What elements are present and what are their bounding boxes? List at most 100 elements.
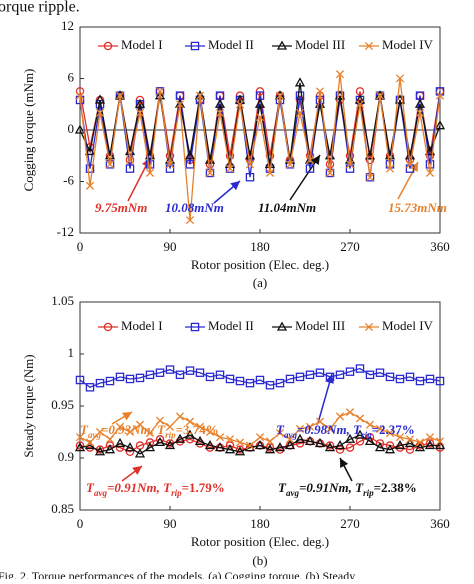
annotation-text: =2.38% bbox=[374, 480, 417, 495]
legend-marker bbox=[190, 322, 200, 332]
x-tick-label: 90 bbox=[164, 239, 177, 254]
point bbox=[85, 181, 95, 190]
point bbox=[245, 441, 255, 450]
legend-label: Model II bbox=[208, 318, 254, 333]
point bbox=[424, 439, 436, 450]
point bbox=[125, 374, 135, 384]
annotation-text: 10.08mNm bbox=[165, 200, 224, 215]
point bbox=[144, 442, 156, 452]
series-line bbox=[79, 367, 441, 389]
annotation: 11.04mNm bbox=[258, 200, 316, 215]
point bbox=[164, 439, 176, 450]
point bbox=[404, 437, 416, 448]
annotation: Tavg=0.93Nm, Trip=3.74% bbox=[80, 422, 219, 440]
point bbox=[354, 429, 366, 439]
point bbox=[305, 164, 315, 173]
point bbox=[235, 91, 245, 100]
x-axis-label: Rotor position (Elec. deg.) bbox=[191, 534, 329, 549]
annotation: 10.08mNm bbox=[165, 200, 224, 215]
point bbox=[355, 414, 365, 423]
point bbox=[225, 164, 235, 173]
point bbox=[375, 424, 385, 433]
annotation-text: =1.79% bbox=[182, 480, 225, 495]
point bbox=[425, 168, 435, 177]
point bbox=[175, 100, 185, 109]
point bbox=[75, 441, 85, 450]
point bbox=[245, 172, 255, 182]
y-tick-label: 0.95 bbox=[51, 397, 74, 412]
point bbox=[395, 374, 405, 384]
x-tick-label: 180 bbox=[250, 516, 270, 531]
point bbox=[214, 442, 226, 452]
point bbox=[194, 435, 206, 446]
point bbox=[184, 150, 196, 160]
point bbox=[294, 77, 306, 87]
point bbox=[365, 173, 375, 182]
annotation-subscript: rip bbox=[165, 430, 176, 440]
point bbox=[75, 433, 85, 442]
point bbox=[145, 438, 155, 447]
point bbox=[334, 439, 346, 450]
point bbox=[115, 91, 125, 100]
point bbox=[374, 442, 386, 452]
panel-label: (a) bbox=[253, 275, 267, 290]
annotation: 9.75mNm bbox=[95, 200, 147, 215]
arrow bbox=[121, 465, 143, 482]
y-tick-label: 0.85 bbox=[51, 501, 74, 516]
point bbox=[365, 155, 375, 165]
panel-label: (b) bbox=[252, 553, 267, 568]
point bbox=[325, 424, 335, 433]
point bbox=[265, 437, 275, 446]
point bbox=[134, 448, 146, 458]
point bbox=[285, 374, 295, 384]
point bbox=[435, 437, 445, 446]
arrow bbox=[339, 457, 353, 482]
point bbox=[415, 438, 425, 447]
point bbox=[215, 433, 225, 442]
point bbox=[384, 444, 396, 454]
point bbox=[105, 376, 115, 386]
point bbox=[255, 87, 265, 96]
point bbox=[415, 376, 425, 386]
annotation-text: =3.74% bbox=[176, 422, 219, 437]
point bbox=[324, 442, 336, 452]
point bbox=[315, 87, 325, 96]
y-tick-label: 0 bbox=[68, 121, 75, 136]
point bbox=[245, 160, 255, 169]
annotation-text: 15.73mNm bbox=[388, 200, 447, 215]
point bbox=[284, 439, 296, 450]
x-tick-label: 0 bbox=[77, 239, 84, 254]
point bbox=[245, 378, 255, 388]
point bbox=[145, 428, 155, 438]
point bbox=[425, 439, 435, 448]
point bbox=[165, 160, 175, 169]
point bbox=[214, 98, 226, 108]
point bbox=[345, 408, 355, 417]
arrow bbox=[111, 411, 133, 425]
point bbox=[395, 74, 405, 83]
point bbox=[344, 433, 356, 443]
point bbox=[95, 427, 105, 437]
point bbox=[415, 108, 425, 117]
point bbox=[75, 375, 85, 385]
point bbox=[295, 372, 305, 382]
y-tick-label: 12 bbox=[61, 18, 74, 33]
annotation-text: 11.04mNm bbox=[258, 200, 316, 215]
point bbox=[235, 438, 245, 447]
annotation-subscript: avg bbox=[286, 488, 299, 498]
point bbox=[74, 124, 86, 134]
point bbox=[414, 98, 426, 108]
point bbox=[405, 160, 415, 169]
point bbox=[274, 442, 286, 452]
legend-marker bbox=[276, 321, 288, 331]
point bbox=[94, 446, 106, 456]
annotation: Tavg=0.91Nm, Trip=1.79% bbox=[86, 480, 225, 498]
annotation-subscript: rip bbox=[171, 488, 182, 498]
point bbox=[145, 370, 155, 380]
legend-marker bbox=[190, 41, 200, 51]
annotation-text: T bbox=[80, 422, 89, 437]
annotation-subscript: rip bbox=[363, 488, 374, 498]
point bbox=[95, 108, 105, 117]
series-line bbox=[79, 434, 440, 455]
